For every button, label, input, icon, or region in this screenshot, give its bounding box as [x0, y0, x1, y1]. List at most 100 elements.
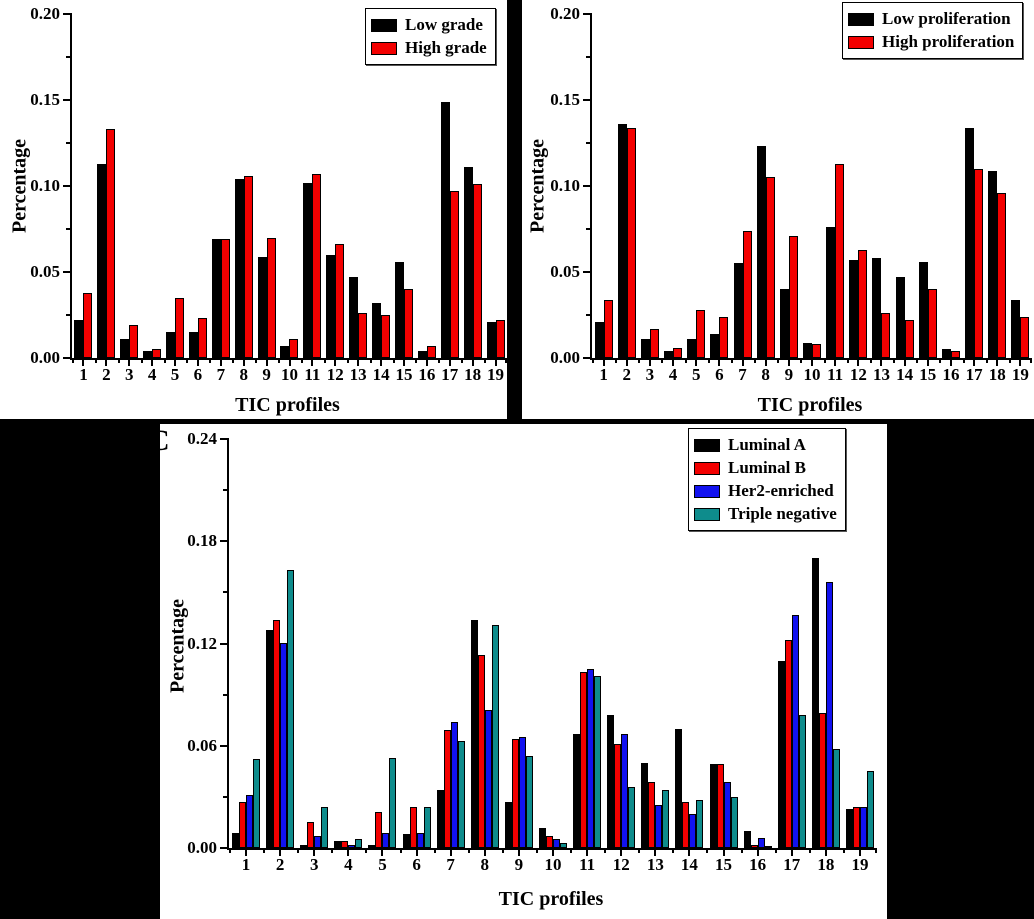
x-tick-label: 3 — [124, 365, 134, 384]
x-minor-tick — [962, 358, 965, 363]
x-major-tick — [219, 358, 222, 366]
bar-group — [916, 14, 939, 358]
y-major-tick — [63, 357, 72, 359]
x-tick-label: 7 — [216, 365, 226, 384]
bar-high-grade-profile-13 — [358, 313, 368, 358]
x-minor-tick — [535, 848, 538, 853]
x-major-tick — [672, 358, 675, 366]
bar-group — [400, 439, 434, 848]
x-tick-label: 1 — [241, 855, 251, 874]
y-tick-label: 0.00 — [30, 348, 60, 367]
x-tick-label: 19 — [851, 855, 869, 874]
bar-high-proliferation-profile-17 — [974, 169, 984, 358]
x-minor-tick — [186, 358, 189, 363]
x-tick-label: 1 — [79, 365, 88, 384]
bar-luminal-b-profile-16 — [750, 845, 758, 848]
bar-low-proliferation-profile-15 — [918, 262, 928, 358]
bar-high-grade-profile-9 — [266, 238, 276, 358]
bar-group — [141, 14, 164, 358]
bar-her2-enriched-profile-7 — [450, 722, 458, 848]
bar-group — [706, 439, 740, 848]
x-minor-tick — [461, 358, 464, 363]
y-minor-tick — [66, 314, 72, 316]
x-major-tick — [857, 358, 860, 366]
bar-high-grade-profile-2 — [106, 129, 116, 358]
x-minor-tick — [346, 358, 349, 363]
bar-group — [1009, 14, 1032, 358]
legend-item: Luminal B — [694, 458, 837, 478]
x-major-tick — [245, 848, 248, 856]
legend-label: Luminal B — [728, 458, 806, 477]
bar-group — [164, 14, 187, 358]
x-minor-tick — [300, 358, 303, 363]
legend-swatch-luminal-a — [694, 438, 720, 452]
bar-high-proliferation-profile-11 — [835, 164, 845, 358]
bar-luminal-a-profile-1 — [232, 833, 240, 848]
x-major-tick — [654, 848, 657, 856]
bar-high-grade-profile-19 — [495, 320, 505, 358]
bar-triple-negative-profile-1 — [253, 759, 261, 848]
bar-low-proliferation-profile-1 — [594, 322, 604, 358]
bar-low-proliferation-profile-14 — [895, 277, 905, 358]
x-major-tick — [279, 848, 282, 856]
bar-low-grade-profile-9 — [257, 257, 267, 358]
bar-triple-negative-profile-19 — [866, 771, 874, 848]
x-minor-tick — [869, 358, 872, 363]
bar-triple-negative-profile-11 — [594, 676, 602, 848]
x-tick-label: 16 — [418, 365, 436, 384]
x-tick-label: 5 — [691, 365, 701, 384]
x-tick-label: 13 — [646, 855, 664, 874]
x-major-tick — [415, 848, 418, 856]
bar-low-grade-profile-10 — [280, 346, 290, 358]
bar-high-grade-profile-16 — [426, 346, 436, 358]
bar-triple-negative-profile-9 — [525, 756, 533, 848]
bar-group — [615, 14, 638, 358]
bar-group — [95, 14, 118, 358]
bar-group — [570, 439, 604, 848]
y-minor-tick — [223, 489, 229, 492]
x-tick-label: 7 — [738, 365, 747, 384]
x-major-tick — [790, 848, 793, 856]
y-minor-tick — [586, 142, 592, 144]
x-major-tick — [688, 848, 691, 856]
bar-low-grade-profile-17 — [440, 102, 450, 358]
x-tick-label: 11 — [827, 365, 844, 384]
bar-luminal-b-profile-10 — [545, 836, 553, 848]
bar-low-proliferation-profile-18 — [988, 171, 998, 358]
x-tick-label: 6 — [193, 365, 203, 384]
x-minor-tick — [365, 848, 368, 853]
bar-group — [592, 14, 615, 358]
bar-group — [232, 14, 255, 358]
bar-her2-enriched-profile-14 — [689, 814, 697, 848]
y-minor-tick — [586, 56, 592, 58]
bar-low-proliferation-profile-13 — [872, 258, 882, 358]
bar-luminal-a-profile-5 — [368, 845, 376, 848]
x-tick-label: 3 — [310, 855, 319, 874]
x-major-tick — [1019, 358, 1022, 366]
bar-her2-enriched-profile-6 — [416, 833, 424, 848]
x-major-tick — [82, 358, 85, 366]
x-major-tick — [449, 848, 452, 856]
bar-group — [278, 14, 301, 358]
bar-low-proliferation-profile-9 — [779, 289, 789, 358]
bar-high-grade-profile-10 — [289, 339, 299, 358]
y-minor-tick — [586, 314, 592, 316]
x-minor-tick — [438, 358, 441, 363]
x-tick-label: 14 — [680, 855, 698, 874]
bar-low-proliferation-profile-4 — [664, 351, 674, 358]
y-major-tick — [63, 185, 72, 187]
x-tick-label: 16 — [749, 855, 767, 874]
bar-luminal-a-profile-4 — [334, 841, 342, 848]
bar-triple-negative-profile-7 — [457, 741, 465, 848]
y-minor-tick — [66, 228, 72, 230]
x-tick-label: 15 — [395, 365, 413, 384]
x-axis-title: TIC profiles — [235, 394, 340, 416]
x-major-tick — [517, 848, 520, 856]
plot-area: 0.00 0.05 0.10 0.15 0.20 1 2 3 4 5 6 7 8 9 10 11 12 13 14 1… — [30, 4, 507, 384]
x-minor-tick — [467, 848, 470, 853]
bar-triple-negative-profile-14 — [696, 800, 704, 848]
y-minor-tick — [66, 56, 72, 58]
x-minor-tick — [140, 358, 143, 363]
x-minor-tick — [893, 358, 896, 363]
x-tick-label: 19 — [1011, 365, 1029, 384]
